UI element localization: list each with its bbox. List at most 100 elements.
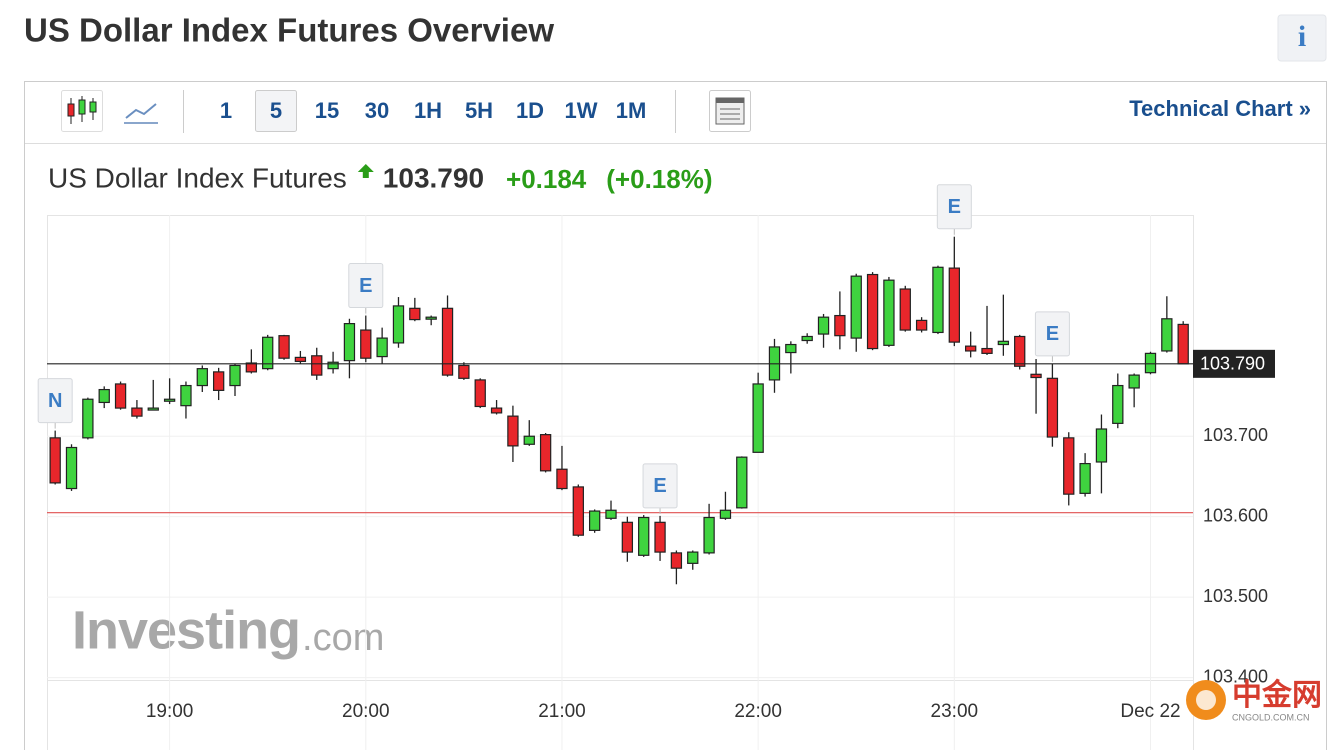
interval-button[interactable]: 1 [220,98,232,123]
icon-head [716,98,744,103]
info-button[interactable]: i [1277,14,1327,62]
candle-body [687,551,699,564]
page-title: US Dollar Index Futures Overview [24,12,554,49]
corner-logo: 中金网 CNGOLD.COM.CN [1186,678,1322,722]
last-price-tag [1193,349,1275,378]
candle-body [736,456,748,509]
event-flag[interactable]: E [348,263,384,314]
candle-body [114,383,127,409]
logo-name: 中金网 [1232,678,1322,712]
event-label: E [1046,323,1059,345]
candle-body [817,316,830,335]
candle-body [311,355,323,376]
event-label: E [359,275,372,297]
candle-body [1128,374,1140,389]
interval-button[interactable]: 5 [255,90,297,132]
interval-label: 5 [270,98,282,123]
interval-label: 1H [414,98,442,123]
interval-button[interactable]: 1H [414,98,442,123]
candle-body [523,435,535,445]
candle-body [212,371,225,391]
event-box [37,378,73,424]
interval-selected-bg [255,90,297,132]
watermark-suffix: .com [302,617,384,659]
info-button-bg [1277,14,1327,62]
candle-body [131,407,143,417]
candle-body [883,279,895,346]
x-tick-label: 20:00 [342,701,390,722]
event-label: N [48,390,62,412]
candle-body [278,335,290,359]
event-box [1034,311,1070,357]
candle-body [245,362,258,373]
candle-body [834,314,846,337]
y-tick-label: 103.500 [1203,586,1268,606]
candle-body [1161,318,1173,352]
candle-body [458,364,470,379]
interval-button[interactable]: 15 [315,98,339,123]
event-label: E [653,475,666,497]
candle-body [981,347,993,354]
candle-body [1177,323,1189,365]
candle-body [785,343,797,354]
candle-body [1095,428,1108,463]
event-flag[interactable]: E [642,463,678,514]
candle-body [899,288,911,331]
candle-body [752,383,764,453]
x-tick-label: 23:00 [931,701,979,722]
candle-body [163,398,176,402]
candle-body [1014,335,1026,367]
up-arrow [357,164,374,178]
candle-body [409,307,421,321]
candle-body [1063,437,1075,495]
interval-button[interactable]: 1D [516,98,544,123]
x-tick-label: Dec 22 [1120,701,1180,722]
candle-body [948,267,960,343]
interval-button[interactable]: 5H [465,98,493,123]
candle-body [490,407,503,414]
line-chart-button[interactable] [124,103,158,124]
technical-chart-link[interactable]: Technical Chart » [1129,96,1311,121]
event-flag[interactable]: E [1034,311,1070,362]
candle-body [441,307,454,376]
candle-body [605,509,617,519]
icon-body [67,103,75,117]
candle-body [932,266,944,334]
interval-button[interactable]: 1W [565,98,598,123]
candle-body [294,356,307,363]
chart-area: Investing .com 19:00 20:00 21:00 22:00 23:00 De… [37,184,1275,750]
y-tick-label: 103.700 [1203,425,1268,445]
price-change: +0.184 [506,164,587,194]
interval-group: 1 5 15 30 1H 5H 1D 1W 1M [220,90,647,132]
candle-body [588,510,601,531]
table-view-button[interactable] [709,90,751,132]
interval-label: 5H [465,98,493,123]
event-label: E [948,196,961,218]
candle-body [850,275,862,339]
interval-label: 30 [365,98,389,123]
candle-body [801,335,813,342]
instrument-name: US Dollar Index Futures [48,162,347,193]
candle-body [474,379,486,408]
candle-body [376,337,388,358]
candle-body [180,384,192,407]
event-box [936,184,972,230]
candle-body [638,516,650,556]
candle-body [719,509,732,519]
interval-button[interactable]: 30 [365,98,389,123]
candles-chart-button[interactable] [61,90,103,132]
event-flag[interactable]: N [37,378,73,429]
candle-body [654,521,666,553]
x-tick-label: 21:00 [538,701,586,722]
event-flag[interactable]: E [936,184,972,235]
candle-body [556,468,568,490]
candle-body [343,323,356,362]
interval-button[interactable]: 1M [616,98,647,123]
candle-body [703,516,715,554]
icon-body [78,99,86,115]
x-tick-label: 19:00 [146,701,194,722]
last-price-label: 103.790 [1200,354,1265,374]
interval-label: 15 [315,98,339,123]
